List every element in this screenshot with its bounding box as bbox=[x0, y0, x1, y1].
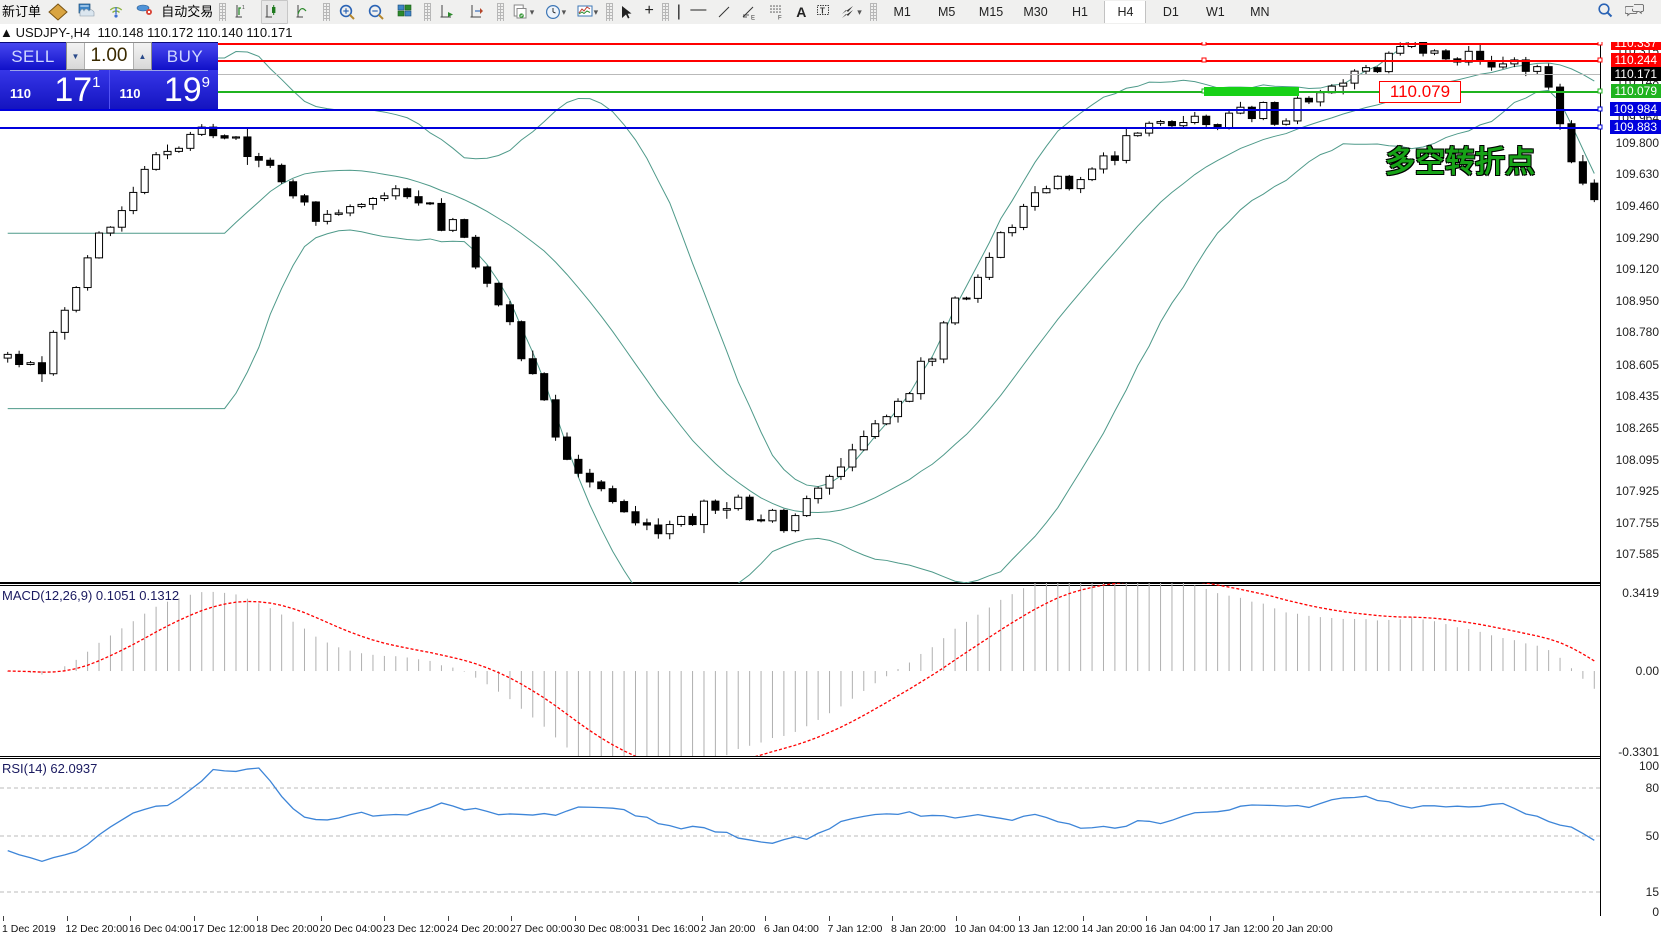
svg-text:F: F bbox=[778, 16, 782, 21]
svg-text:1: 1 bbox=[242, 5, 245, 11]
svg-text:T: T bbox=[820, 7, 825, 16]
svg-text:E: E bbox=[751, 16, 755, 21]
